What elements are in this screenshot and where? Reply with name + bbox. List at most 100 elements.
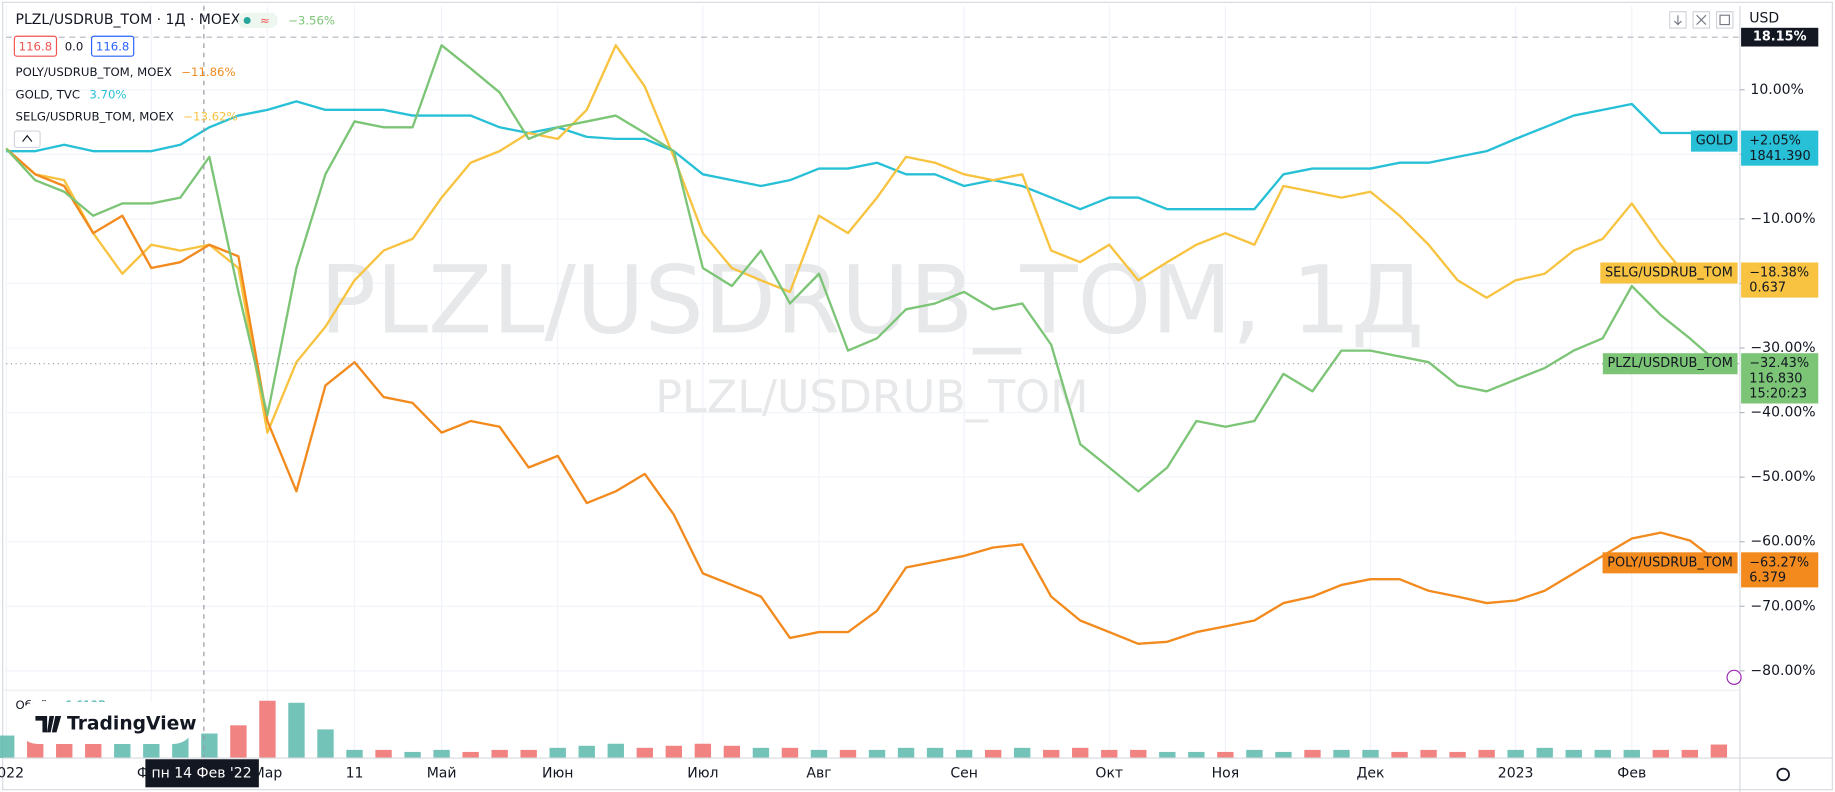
- series-line: [5, 44, 1720, 493]
- volume-bar: [1246, 749, 1263, 759]
- pane-buttons: [1669, 11, 1734, 29]
- icon: [1696, 14, 1707, 25]
- logo-mark: [35, 715, 62, 733]
- volume-bar: [1391, 751, 1408, 759]
- y-tick-label: −70.00%: [1750, 598, 1815, 614]
- volume-bar: [1478, 749, 1495, 759]
- x-tick-label: 2022: [0, 765, 24, 781]
- x-tick-label: Авг: [806, 765, 831, 781]
- volume-bar: [752, 747, 770, 759]
- series-name: PLZL/USDRUB_TOM: [1608, 356, 1733, 371]
- volume-bar: [56, 741, 73, 759]
- volume-bar: [694, 743, 712, 759]
- volume-bar: [839, 749, 857, 759]
- volume-bar: [607, 743, 624, 759]
- volume-bar: [201, 733, 218, 759]
- price-badge-text: 15:20:23: [1749, 387, 1807, 402]
- volume-bar: [317, 729, 334, 759]
- volume-bar: [984, 749, 1002, 759]
- price-badge-text: 6.379: [1749, 571, 1786, 586]
- series-line: [6, 100, 1720, 211]
- volume-bar: [1362, 749, 1379, 759]
- logo-badge[interactable]: [16, 701, 195, 745]
- volume-bar: [114, 741, 131, 759]
- ohlc-value: 116.8: [96, 39, 129, 53]
- series-line: [5, 147, 1720, 645]
- legend-change: −11.86%: [181, 65, 235, 79]
- x-tick-label: Ноя: [1212, 765, 1240, 781]
- volume-bar: [1507, 749, 1524, 759]
- series-name: GOLD: [1696, 134, 1733, 149]
- series-line: [5, 44, 1720, 434]
- maximize-button[interactable]: [1715, 11, 1734, 29]
- y-tick-label: −10.00%: [1750, 211, 1815, 227]
- watermark: PLZL/USDRUB_TOM, 1Д: [320, 246, 1424, 355]
- legend-change: 3.70%: [89, 87, 126, 101]
- volume-bar: [520, 749, 537, 759]
- legend-change: −13.62%: [183, 109, 237, 123]
- x-tick-label: Мар: [253, 765, 283, 781]
- icon: [1673, 15, 1682, 26]
- volume-bar: [1043, 749, 1060, 759]
- volume-bar: [1710, 744, 1728, 759]
- series-lines: [5, 36, 1740, 645]
- y-tick-label: −50.00%: [1750, 469, 1815, 485]
- volume-bar: [259, 700, 276, 759]
- x-tick-label: Май: [427, 765, 457, 781]
- volume-bar: [1275, 751, 1292, 759]
- collapse-icon: [22, 134, 33, 142]
- collapse-button[interactable]: [13, 130, 41, 148]
- volume-bar: [288, 702, 305, 759]
- volume-bar: [1594, 749, 1611, 759]
- series-name-badge: [1690, 130, 1738, 152]
- volume-bar: [1652, 749, 1669, 759]
- y-tick-label: −30.00%: [1750, 340, 1815, 356]
- volume-bar: [1130, 749, 1147, 759]
- volume-bar: [1333, 749, 1350, 759]
- volume-bar: [85, 743, 102, 759]
- volume-bar: [1565, 749, 1582, 759]
- icon: [1719, 14, 1730, 26]
- event-marker[interactable]: [1726, 669, 1742, 685]
- volume-bar: [1623, 749, 1640, 759]
- volume-bar: [1159, 751, 1176, 759]
- volume-bar: [462, 751, 479, 759]
- volume-bar: [868, 749, 886, 759]
- price-badge: [1741, 262, 1819, 298]
- volume-bar: [578, 745, 595, 759]
- status-dot: [243, 16, 251, 24]
- max-marker-badge: [1741, 27, 1819, 47]
- volume-bar: [143, 743, 160, 759]
- series-name: SELG/USDRUB_TOM: [1605, 266, 1733, 281]
- series-name-badge: [1600, 262, 1738, 284]
- volume-bar: [1681, 749, 1699, 759]
- max-marker-label: 18.15%: [1753, 30, 1807, 45]
- ohlc-value: 0.0: [65, 39, 84, 53]
- ohlc-value: 116.8: [19, 39, 52, 53]
- ohlc-box: [13, 35, 58, 57]
- x-tick-label: Фев: [1617, 765, 1646, 781]
- price-badge-text: −18.38%: [1749, 266, 1809, 281]
- volume-bar: [723, 745, 741, 759]
- volume-bar: [810, 749, 828, 759]
- legend: PLZL/USDRUB_TOM · 1Д · MOEX ≈ −3.56% 116…: [13, 12, 335, 148]
- status-pill[interactable]: [237, 12, 278, 29]
- settings-button[interactable]: [1776, 767, 1790, 782]
- currency-label: USD: [1749, 11, 1779, 27]
- volume-bar: [926, 747, 944, 759]
- x-tick-label: Июл: [687, 765, 718, 781]
- volume-bar: [27, 739, 44, 759]
- volume-bar: [1304, 749, 1321, 759]
- volume-bar: [781, 747, 799, 759]
- price-badge: [1741, 552, 1819, 588]
- price-axis: 10.00%0.00%−10.00%−20.00%−30.00%−40.00%−…: [1739, 82, 1816, 679]
- grid: [5, 5, 1740, 759]
- price-badge-text: 116.830: [1749, 371, 1802, 386]
- y-tick-label: −40.00%: [1750, 405, 1815, 421]
- volume-bar: [1188, 751, 1205, 759]
- volume-bar: [375, 749, 392, 759]
